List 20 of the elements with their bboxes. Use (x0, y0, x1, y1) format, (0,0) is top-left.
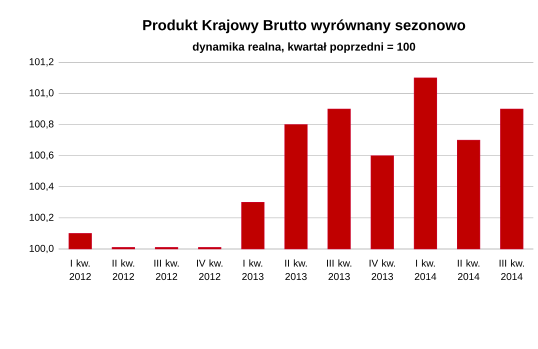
y-tick-label: 101,0 (30, 89, 54, 98)
x-tick-label: I kw. 2012 (70, 259, 91, 280)
y-tick-label: 101,2 (30, 58, 54, 66)
x-tick-label: I kw. 2014 (414, 259, 436, 280)
y-tick-label: 100,2 (30, 214, 54, 222)
y-tick-label: 100,4 (30, 182, 54, 191)
x-tick-label: III kw. 2012 (154, 259, 179, 280)
x-tick-label: III kw. 2014 (500, 259, 524, 280)
x-tick-label: II kw. 2013 (285, 259, 307, 280)
x-tick-label: III kw. 2013 (327, 259, 352, 280)
chart-subtitle: dynamika realna, kwartał poprzedni = 100 (192, 42, 416, 53)
chart-title: Produkt Krajowy Brutto wyrównany sezonowo (143, 19, 466, 34)
y-tick-label: 100,8 (30, 120, 54, 129)
x-tick-label: II kw. 2014 (458, 259, 480, 280)
x-tick-label: IV kw. 2013 (370, 259, 396, 280)
x-tick-label: I kw. 2013 (242, 259, 264, 280)
x-tick-label: IV kw. 2012 (197, 259, 222, 280)
x-tick-label: II kw. 2012 (112, 259, 134, 280)
y-tick-label: 100,6 (30, 152, 54, 160)
y-tick-label: 100,0 (30, 244, 54, 254)
